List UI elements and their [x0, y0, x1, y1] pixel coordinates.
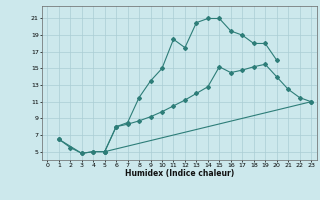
X-axis label: Humidex (Indice chaleur): Humidex (Indice chaleur)	[124, 169, 234, 178]
